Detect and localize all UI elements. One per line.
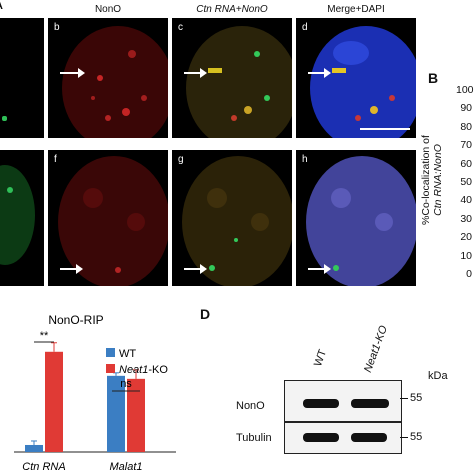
chart-nono-rip: NonO-RIP ** ns Ctn RNA Malat1 WT Neat1-KO bbox=[14, 313, 176, 473]
legend-label: Neat1-KO bbox=[119, 364, 168, 376]
panel-b-tick-label: 70 bbox=[460, 139, 472, 152]
arrow-indicator bbox=[308, 68, 331, 78]
arrow-indicator bbox=[60, 68, 85, 78]
nucleus-merge-2 bbox=[182, 156, 292, 286]
micrograph-label: h bbox=[302, 154, 308, 165]
panel-b-tick-label: 60 bbox=[460, 157, 472, 170]
panel-b-tick-label: 50 bbox=[460, 176, 472, 188]
panel-b-tick-label: 40 bbox=[460, 194, 472, 207]
scale-bar bbox=[360, 128, 410, 130]
nucleus-dapi bbox=[310, 26, 416, 138]
ylabel-line1: %Co-localization of bbox=[420, 135, 432, 225]
marker-nono-line bbox=[400, 398, 408, 399]
micrograph-b: b bbox=[48, 18, 168, 138]
micrograph-label: f bbox=[54, 154, 57, 165]
lane-label-ko: Neat1-KO bbox=[362, 324, 390, 374]
nucleus-dapi-2 bbox=[306, 156, 416, 286]
lane-label-wt: WT bbox=[312, 347, 330, 369]
micrograph-label: c bbox=[178, 22, 183, 33]
marker-55-top: 55 bbox=[410, 392, 423, 404]
bar-neat1-ko-0 bbox=[45, 351, 63, 452]
panel-b-tick-label: 90 bbox=[460, 102, 472, 115]
bar-neat1-ko-1 bbox=[127, 378, 145, 452]
arrow-indicator bbox=[184, 68, 207, 78]
blot-tubulin bbox=[284, 422, 402, 454]
blot-row-label-nono: NonO bbox=[236, 400, 265, 412]
arrow-indicator bbox=[184, 264, 207, 274]
micrograph-d: d bbox=[296, 18, 416, 138]
panel-b-tick-label: 20 bbox=[460, 231, 472, 244]
panel-letter-d: D bbox=[200, 306, 211, 322]
sig-label: ** bbox=[40, 330, 49, 342]
micrograph-h: h bbox=[296, 150, 416, 286]
micrograph-label: b bbox=[54, 22, 60, 33]
marker-55-bottom: 55 bbox=[410, 431, 423, 443]
band-nono-wt bbox=[303, 399, 339, 408]
nucleus-red-2 bbox=[58, 156, 168, 286]
marker-tubulin-line bbox=[400, 437, 408, 438]
panel-letter-a: A bbox=[0, 0, 3, 12]
micrograph-label: d bbox=[302, 22, 308, 33]
ylabel-line2: Ctn RNA:NonO bbox=[432, 144, 444, 216]
micrograph-label: g bbox=[178, 154, 184, 165]
panel-b-tick-label: 10 bbox=[460, 249, 472, 262]
micrograph-a-green bbox=[0, 18, 44, 138]
panel-b-tick-label: 80 bbox=[460, 120, 472, 133]
category-label: Ctn RNA bbox=[22, 461, 65, 473]
lane-label-ko-text: Neat1-KO bbox=[362, 324, 391, 375]
legend-swatch bbox=[106, 348, 115, 357]
legend-swatch bbox=[106, 364, 115, 373]
band-tubulin-ko bbox=[351, 433, 387, 442]
kda-label: kDa bbox=[428, 370, 448, 382]
micrograph-f: f bbox=[48, 150, 168, 286]
micrograph-e-green bbox=[0, 150, 44, 286]
nucleus-merge bbox=[186, 26, 292, 138]
column-title-nono: NonO bbox=[94, 4, 122, 15]
column-title-ctn-nono: Ctn RNA+NonO bbox=[196, 4, 268, 15]
band-tubulin-wt bbox=[303, 433, 339, 442]
arrow-indicator bbox=[308, 264, 331, 274]
legend-label: WT bbox=[119, 348, 136, 360]
panel-b-tick-label: 100 bbox=[456, 84, 474, 96]
sig-label: ns bbox=[120, 378, 132, 390]
panel-b-tick-label: 0 bbox=[466, 268, 472, 280]
blot-nono bbox=[284, 380, 402, 422]
panel-b-ylabel: %Co-localization of Ctn RNA:NonO bbox=[420, 90, 444, 270]
micrograph-g: g bbox=[172, 150, 292, 286]
bar-wt-1 bbox=[107, 375, 125, 452]
micrograph-c: c bbox=[172, 18, 292, 138]
column-title-merge: Merge+DAPI bbox=[327, 4, 385, 15]
bar-wt-0 bbox=[25, 444, 43, 452]
category-label: Malat1 bbox=[109, 461, 142, 473]
band-nono-ko bbox=[351, 399, 389, 408]
nucleus-red bbox=[62, 26, 168, 138]
arrow-indicator bbox=[60, 264, 83, 274]
chart-title: NonO-RIP bbox=[48, 313, 103, 327]
blot-row-label-tubulin: Tubulin bbox=[236, 432, 272, 444]
panel-letter-b: B bbox=[428, 70, 439, 86]
panel-b-tick-label: 30 bbox=[460, 212, 472, 225]
